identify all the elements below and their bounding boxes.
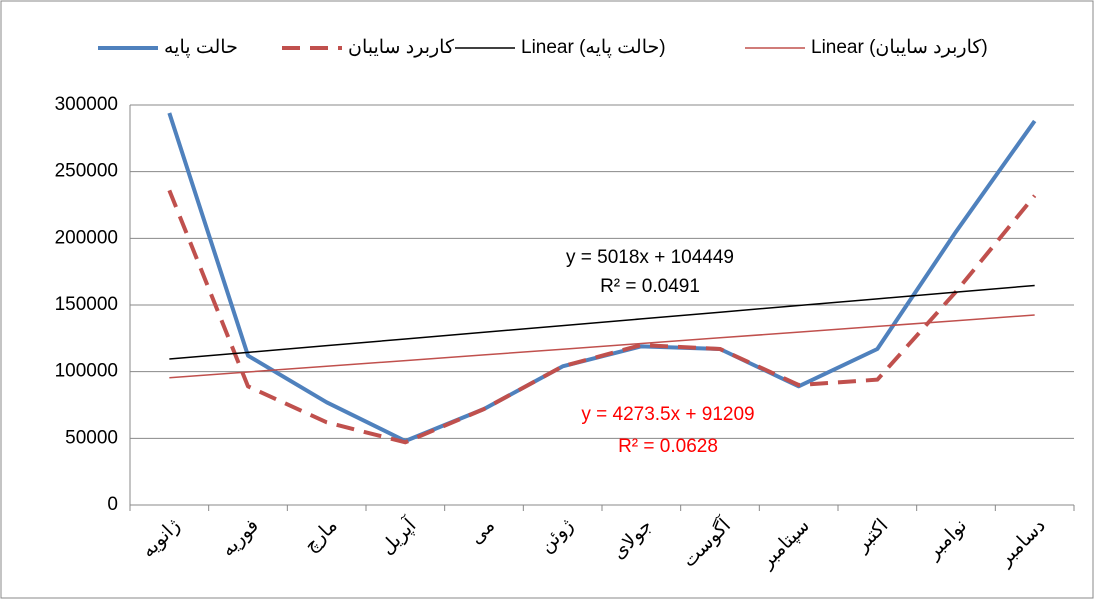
legend-label: Linear (کاربرد سایبان)	[811, 37, 988, 58]
y-tick-label: 200000	[55, 227, 118, 248]
trendline-equation: y = 5018x + 104449	[566, 247, 734, 268]
series-line	[167, 189, 1037, 445]
trendline-equation: y = 4273.5x + 91209	[581, 404, 754, 425]
trendline-equation: R² = 0.0491	[600, 276, 700, 297]
legend-label: کاربرد سایبان	[348, 37, 455, 58]
trendline-equation: R² = 0.0628	[618, 436, 718, 457]
y-tick-label: 300000	[55, 94, 118, 115]
y-tick-label: 100000	[55, 361, 118, 382]
legend-label: Linear (حالت پایه)	[521, 37, 666, 58]
legend-label: حالت پایه	[164, 37, 238, 58]
y-tick-label: 50000	[65, 427, 118, 448]
y-tick-label: 0	[107, 494, 118, 515]
series-line	[169, 284, 1035, 360]
series-line	[169, 314, 1035, 379]
y-tick-label: 250000	[55, 161, 118, 182]
y-tick-label: 150000	[55, 294, 118, 315]
